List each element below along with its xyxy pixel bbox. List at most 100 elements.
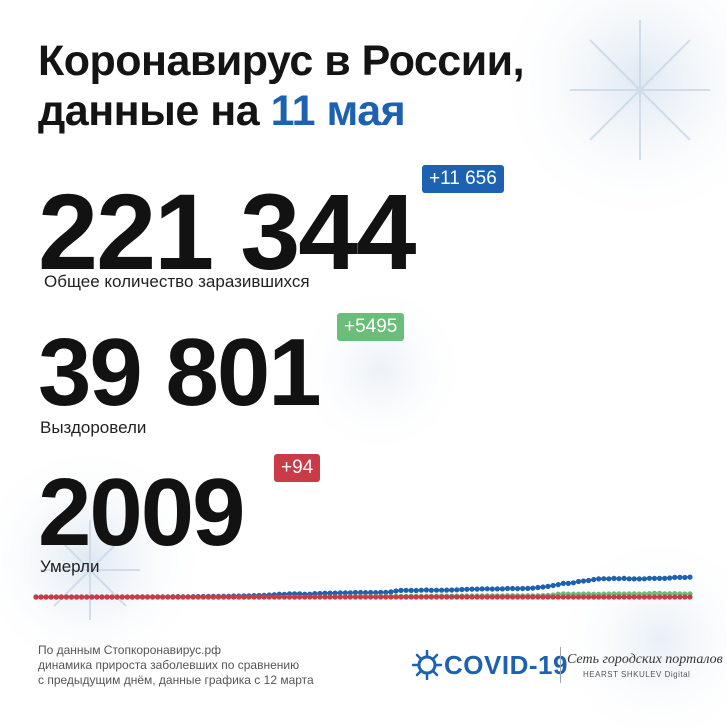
data-point [601,576,607,582]
data-point [687,594,693,600]
data-point [616,576,622,582]
data-point [530,594,536,600]
data-point [657,594,663,600]
data-point [393,588,399,594]
data-point [631,594,637,600]
data-point [403,587,409,593]
data-point [433,587,440,593]
data-point [68,594,75,600]
data-point [104,594,110,600]
data-point [332,590,338,596]
data-point [535,584,541,591]
data-point [479,586,485,592]
data-point [53,594,59,600]
data-point [241,594,247,600]
data-point [388,589,394,595]
data-point [621,575,627,582]
data-point [210,594,216,600]
data-point [408,587,414,594]
data-point [641,576,648,582]
data-point [631,576,637,582]
data-point [474,586,480,592]
data-point [580,594,587,600]
data-point [439,594,445,600]
data-point [403,594,409,600]
data-point [63,594,69,600]
data-point [89,594,95,600]
data-point [205,594,211,600]
data-point [393,594,399,600]
data-point [580,578,587,584]
data-point [302,594,308,600]
data-point [362,594,369,600]
data-point [413,594,419,600]
data-point [560,580,566,587]
data-point [586,594,592,600]
data-point [535,594,541,600]
data-point [606,576,612,582]
data-point [43,594,49,600]
data-point [195,594,201,600]
data-point [657,575,663,582]
data-point [611,594,617,600]
data-point [373,590,379,596]
data-point [418,587,424,593]
data-point [626,576,632,582]
virus-icon [412,650,442,680]
data-point [150,594,156,600]
data-point [266,594,272,600]
logo-divider [560,647,561,683]
data-point [484,586,490,592]
data-point [383,589,389,596]
data-point [347,594,353,600]
data-point [509,594,516,600]
data-point [368,589,374,596]
data-point [449,594,455,600]
data-point [530,585,536,591]
data-point [550,582,556,589]
data-point [134,594,140,600]
data-point [651,594,658,600]
data-point [484,594,490,600]
data-point [469,594,475,600]
footnote: По данным Стопкоронавирус.рф динамика пр… [38,643,378,688]
data-point [641,594,648,600]
data-point [236,594,242,600]
data-point [109,594,115,600]
data-point [170,594,176,600]
data-point [251,594,257,600]
data-point [525,585,531,592]
data-point [398,587,404,594]
data-point [494,594,500,600]
page-title: Коронавирус в России, данные на 11 мая [38,36,525,136]
data-point [550,594,556,600]
data-point [499,586,505,592]
data-point [616,594,622,600]
data-point [459,586,465,593]
data-point [667,594,673,600]
data-point [677,594,683,600]
data-point [433,594,440,600]
recovered-value: 39 801 [38,319,322,426]
deaths-delta-badge: +94 [274,454,321,482]
data-point [662,575,668,582]
data-point [79,594,85,600]
data-point [144,594,151,600]
data-point [555,582,561,588]
data-point [332,594,338,600]
footnote-line-2: динамика прироста заболевших по сравнени… [38,658,300,672]
data-point [489,586,495,592]
data-point [651,590,658,597]
data-point [591,576,597,583]
data-point [322,594,328,600]
data-point [515,594,521,600]
data-point [297,594,303,600]
data-point [646,594,653,600]
data-point [565,580,571,587]
footnote-line-1: По данным Стопкоронавирус.рф [38,643,222,657]
data-point [327,594,333,600]
total-cases-label: Общее количество заразившихся [44,272,310,291]
data-point [509,585,516,592]
data-point [525,594,531,600]
data-point [292,594,298,600]
